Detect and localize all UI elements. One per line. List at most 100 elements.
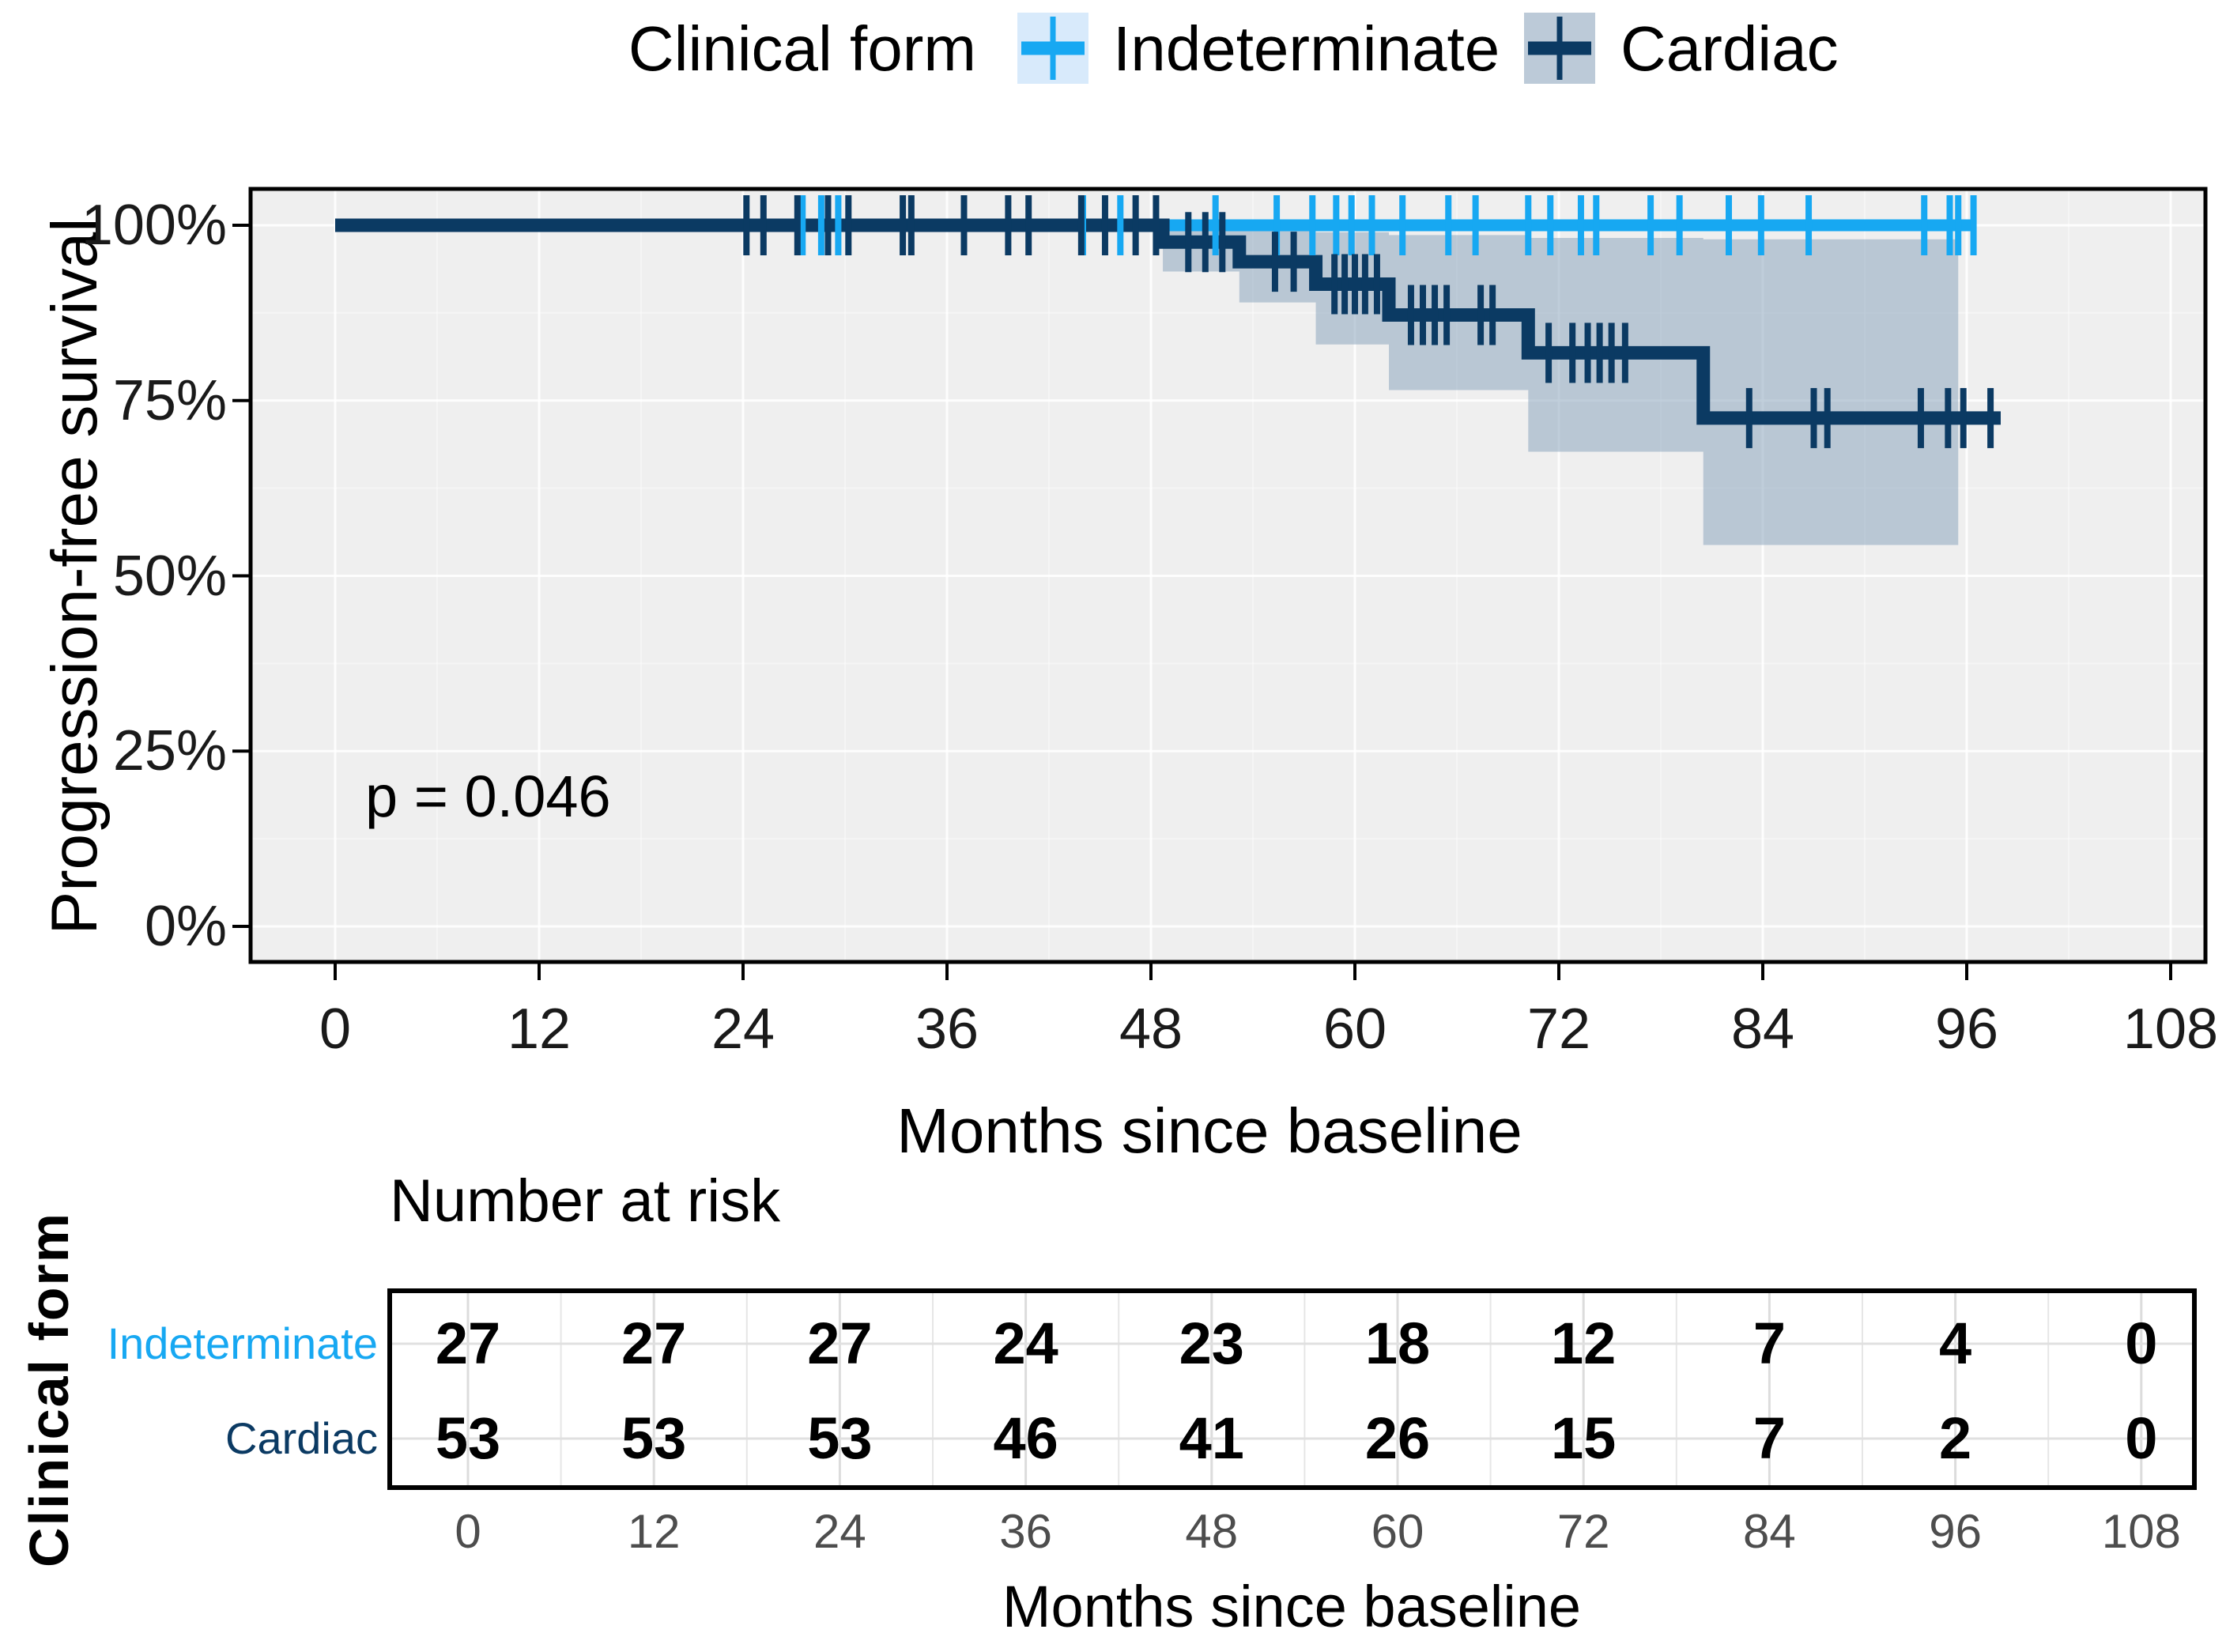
censor-mark-cardiac bbox=[960, 195, 968, 255]
censor-mark-indeterminate bbox=[1273, 195, 1281, 255]
risk-axis-tick-label: 12 bbox=[627, 1505, 681, 1558]
censor-mark-indeterminate bbox=[1472, 195, 1479, 255]
censor-mark-cardiac bbox=[1101, 195, 1108, 255]
censor-mark-cardiac bbox=[824, 195, 832, 255]
risk-axis-tick-label: 84 bbox=[1743, 1505, 1796, 1558]
censor-mark-cardiac bbox=[1005, 195, 1012, 255]
risk-row-label-cardiac: Cardiac bbox=[225, 1413, 378, 1463]
risk-axis-tick-label: 48 bbox=[1185, 1505, 1239, 1558]
censor-mark-indeterminate bbox=[1445, 195, 1452, 255]
censor-mark-cardiac bbox=[845, 195, 852, 255]
censor-mark-indeterminate bbox=[1955, 195, 1962, 255]
legend-key-cardiac bbox=[1524, 13, 1595, 84]
censor-mark-cardiac bbox=[1477, 285, 1485, 345]
censor-mark-cardiac bbox=[1987, 387, 1994, 448]
x-axis-tick-label: 24 bbox=[711, 998, 775, 1061]
risk-table-x-axis-title: Months since baseline bbox=[1002, 1574, 1582, 1639]
risk-count-cell: 2 bbox=[1939, 1405, 1972, 1471]
x-axis-tick-label: 108 bbox=[2122, 998, 2219, 1061]
y-axis-tick-label: 0% bbox=[144, 895, 227, 958]
censor-mark-cardiac bbox=[1202, 212, 1209, 273]
censor-mark-cardiac bbox=[743, 195, 750, 255]
risk-axis-tick-label: 24 bbox=[813, 1505, 866, 1558]
risk-count-cell: 53 bbox=[435, 1405, 501, 1471]
risk-table-title: Number at risk bbox=[390, 1167, 781, 1235]
censor-mark-cardiac bbox=[1489, 285, 1496, 345]
censor-mark-indeterminate bbox=[1946, 195, 1953, 255]
risk-count-cell: 7 bbox=[1753, 1405, 1786, 1471]
x-axis-tick-label: 0 bbox=[319, 998, 352, 1061]
risk-axis-tick-label: 60 bbox=[1371, 1505, 1424, 1558]
risk-count-cell: 7 bbox=[1753, 1311, 1786, 1376]
x-axis-tick-label: 48 bbox=[1119, 998, 1183, 1061]
risk-axis-tick-label: 108 bbox=[2101, 1505, 2181, 1558]
censor-mark-indeterminate bbox=[1676, 195, 1683, 255]
censor-mark-cardiac bbox=[1352, 254, 1358, 315]
censor-mark-cardiac bbox=[1025, 195, 1032, 255]
censor-mark-indeterminate bbox=[1805, 195, 1813, 255]
censor-mark-cardiac bbox=[1621, 322, 1628, 383]
risk-count-cell: 12 bbox=[1551, 1311, 1617, 1376]
plus-icon bbox=[1021, 41, 1085, 55]
censor-mark-indeterminate bbox=[1757, 195, 1764, 255]
censor-mark-cardiac bbox=[907, 195, 915, 255]
risk-axis-tick-label: 96 bbox=[1929, 1505, 1982, 1558]
censor-mark-indeterminate bbox=[1547, 195, 1554, 255]
legend-label-indeterminate: Indeterminate bbox=[1113, 13, 1500, 84]
x-axis-tick-label: 72 bbox=[1526, 998, 1591, 1061]
censor-mark-cardiac bbox=[1420, 285, 1426, 345]
confidence-band-cardiac bbox=[1163, 227, 1959, 545]
risk-count-cell: 0 bbox=[2125, 1311, 2158, 1376]
risk-axis-tick-label: 72 bbox=[1556, 1505, 1610, 1558]
censor-mark-indeterminate bbox=[1399, 195, 1406, 255]
censor-mark-cardiac bbox=[1361, 254, 1368, 315]
risk-count-cell: 23 bbox=[1179, 1311, 1244, 1376]
censor-mark-indeterminate bbox=[1212, 195, 1219, 255]
censor-mark-cardiac bbox=[1824, 387, 1831, 448]
risk-count-cell: 15 bbox=[1551, 1405, 1617, 1471]
censor-mark-cardiac bbox=[1331, 254, 1338, 315]
censor-mark-indeterminate bbox=[817, 195, 824, 255]
y-axis-tick-label: 50% bbox=[112, 544, 227, 608]
censor-mark-indeterminate bbox=[1577, 195, 1584, 255]
censor-mark-cardiac bbox=[1745, 387, 1753, 448]
censor-mark-indeterminate bbox=[1921, 195, 1928, 255]
x-axis-tick-label: 60 bbox=[1322, 998, 1387, 1061]
p-value-label: p = 0.046 bbox=[365, 764, 611, 829]
censor-mark-cardiac bbox=[1290, 232, 1297, 292]
censor-mark-indeterminate bbox=[1348, 195, 1355, 255]
censor-mark-cardiac bbox=[760, 195, 767, 255]
risk-count-cell: 0 bbox=[2125, 1405, 2158, 1471]
y-axis-tick-label: 75% bbox=[112, 368, 227, 432]
legend-title: Clinical form bbox=[628, 13, 976, 84]
censor-mark-cardiac bbox=[1185, 212, 1192, 273]
censor-mark-cardiac bbox=[1960, 387, 1967, 448]
censor-mark-cardiac bbox=[1077, 195, 1085, 255]
censor-mark-indeterminate bbox=[1647, 195, 1654, 255]
risk-count-cell: 27 bbox=[807, 1311, 873, 1376]
censor-mark-cardiac bbox=[1584, 322, 1591, 383]
plus-icon bbox=[1528, 41, 1591, 55]
risk-count-cell: 26 bbox=[1364, 1405, 1431, 1471]
y-axis-tick-label: 100% bbox=[81, 194, 227, 257]
censor-mark-indeterminate bbox=[1117, 195, 1124, 255]
censor-mark-cardiac bbox=[794, 195, 801, 255]
risk-count-cell: 18 bbox=[1364, 1311, 1431, 1376]
censor-mark-indeterminate bbox=[1368, 195, 1375, 255]
censor-mark-indeterminate bbox=[1525, 195, 1532, 255]
censor-mark-cardiac bbox=[1569, 322, 1576, 383]
risk-table-border bbox=[387, 1288, 2197, 1490]
x-axis-title: Months since baseline bbox=[896, 1096, 1522, 1166]
x-axis-tick-label: 96 bbox=[1934, 998, 1999, 1061]
censor-mark-cardiac bbox=[1373, 254, 1380, 315]
censor-mark-cardiac bbox=[1153, 195, 1160, 255]
censor-mark-cardiac bbox=[1432, 285, 1439, 345]
censor-mark-indeterminate bbox=[1309, 195, 1316, 255]
risk-count-cell: 4 bbox=[1939, 1311, 1972, 1376]
censor-mark-cardiac bbox=[1407, 285, 1414, 345]
risk-count-cell: 27 bbox=[621, 1311, 687, 1376]
censor-mark-cardiac bbox=[1810, 387, 1817, 448]
censor-mark-cardiac bbox=[1608, 322, 1615, 383]
risk-table-group-axis-title: Clinical form bbox=[18, 1212, 80, 1567]
